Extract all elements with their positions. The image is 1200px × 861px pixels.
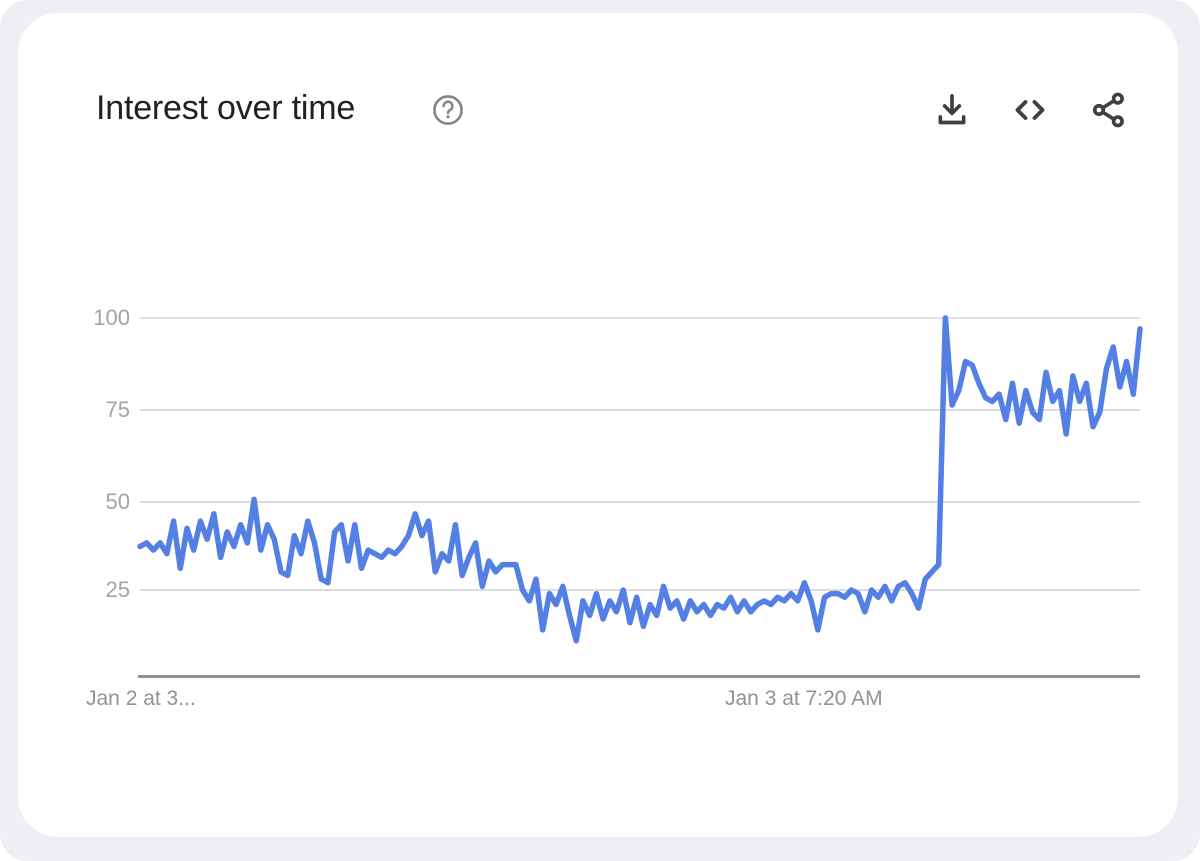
gridline-75 <box>140 409 1140 411</box>
y-tick-label-75: 75 <box>105 397 130 422</box>
page-title: Interest over time <box>96 89 356 127</box>
interest-over-time-card: Interest over time <box>18 13 1178 837</box>
trend-line-chart[interactable] <box>137 298 1143 688</box>
help-icon[interactable] <box>430 92 466 128</box>
gridline-100 <box>140 317 1140 319</box>
y-tick-label-50: 50 <box>105 489 130 514</box>
gridline-25 <box>140 589 1140 591</box>
x-axis-line <box>138 675 1140 678</box>
x-tick-label-start: Jan 2 at 3... <box>86 687 196 710</box>
x-tick-label-mid: Jan 3 at 7:20 AM <box>725 687 883 710</box>
share-icon <box>1092 92 1124 128</box>
embed-code-icon <box>1015 100 1045 120</box>
download-button[interactable] <box>931 89 973 131</box>
help-circle-icon <box>433 95 463 125</box>
y-tick-label-25: 25 <box>105 577 130 602</box>
trend-line <box>137 315 1143 644</box>
embed-button[interactable] <box>1009 89 1051 131</box>
y-tick-label-100: 100 <box>93 305 130 330</box>
download-icon <box>938 94 966 125</box>
gridline-50 <box>140 501 1140 503</box>
share-button[interactable] <box>1088 89 1130 131</box>
